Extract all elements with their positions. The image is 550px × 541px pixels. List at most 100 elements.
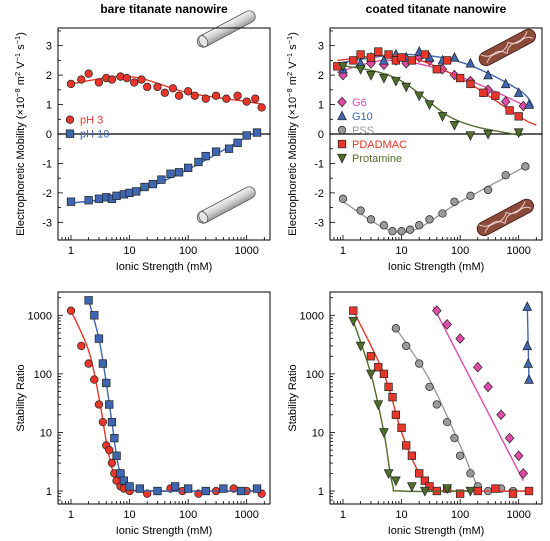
data-point (338, 62, 348, 72)
data-point (148, 179, 158, 189)
data-point (483, 381, 493, 393)
y-axis-label-part: Electrophoretic Mobility (×10 (287, 97, 299, 236)
data-point (183, 87, 193, 96)
y-axis-label-part: m (287, 76, 299, 88)
data-point (84, 296, 93, 305)
y-tick-label: 3 (318, 41, 324, 53)
data-point (504, 432, 515, 444)
data-point (153, 486, 162, 496)
data-point (419, 486, 430, 497)
data-point (257, 103, 266, 112)
plot-frame (57, 291, 271, 505)
data-point (251, 94, 260, 103)
data-point (174, 168, 184, 177)
data-point (374, 47, 383, 56)
data-point (211, 147, 221, 156)
data-point (107, 417, 117, 427)
data-point (84, 196, 93, 205)
y-tick-label: 10 (312, 427, 324, 439)
y-axis-label: Stability Ratio (287, 364, 299, 431)
data-point (211, 91, 221, 100)
data-point (465, 486, 476, 497)
data-point (491, 484, 500, 493)
data-point (466, 191, 475, 200)
y-axis-label-part: ) (15, 32, 27, 36)
data-point (374, 363, 383, 372)
data-point (366, 53, 376, 62)
legend-label: pH 3 (80, 115, 103, 127)
x-tick-label: 10 (123, 245, 135, 257)
data-point (107, 458, 117, 468)
data-point (425, 215, 434, 224)
data-point (391, 476, 401, 487)
x-axis-label: Ionic Strength (mM) (388, 525, 485, 537)
y-axis-label-part: −1 (285, 36, 294, 45)
data-point (455, 333, 465, 344)
y-tick-label: 2 (46, 70, 52, 82)
data-point (455, 489, 465, 498)
data-point (414, 91, 425, 102)
data-point (356, 206, 365, 215)
data-point (242, 97, 251, 106)
x-tick-label: 1000 (506, 509, 530, 521)
data-point (415, 221, 424, 230)
data-point (383, 469, 394, 479)
y-axis-label-part: 2 (285, 72, 294, 76)
y-tick-label: 2 (318, 70, 324, 82)
panel-title: coated titanate nanowire (366, 2, 507, 16)
data-point (201, 486, 210, 496)
data-point (483, 185, 493, 195)
legend-marker (337, 96, 347, 108)
data-point (112, 191, 121, 200)
y-tick-label: 1 (46, 100, 52, 112)
data-point (379, 54, 389, 65)
data-point (455, 73, 465, 83)
data-point (105, 445, 114, 455)
data-point (379, 369, 389, 379)
data-point (449, 121, 460, 131)
data-point (521, 162, 530, 171)
data-point (137, 75, 146, 84)
data-point (466, 79, 475, 89)
legend-label: pH 10 (80, 129, 109, 141)
data-point (384, 50, 393, 59)
data-point (415, 469, 424, 478)
data-point (348, 316, 359, 327)
x-tick-label: 1000 (234, 509, 258, 521)
data-point (397, 227, 406, 236)
data-point (252, 484, 262, 493)
data-point (183, 484, 193, 493)
data-point (397, 53, 406, 62)
data-point (424, 100, 435, 111)
data-point (432, 400, 441, 409)
data-point (94, 78, 104, 87)
data-point (233, 138, 242, 147)
y-tick-label: -1 (42, 158, 52, 170)
data-point (174, 91, 184, 100)
y-tick-label: 0 (318, 129, 324, 141)
data-point (160, 88, 169, 97)
legend-marker (337, 139, 347, 149)
legend-label: PDADMAC (352, 139, 407, 151)
data-point (425, 382, 434, 392)
chart-p4: 1 10 100 1000 1 10 100 1000 Ionic Strength (mM) S… (287, 291, 543, 537)
data-point (252, 128, 262, 137)
data-point (450, 433, 459, 443)
chart-p1: 1 10 100 1000 -3 -2 -1 0 1 2 3 Ionic Strength (mM) E… (13, 2, 271, 273)
data-point (455, 451, 465, 460)
x-axis-label: Ionic Strength (mM) (388, 261, 485, 273)
data-point (102, 378, 111, 388)
data-point (84, 69, 93, 78)
data-point (105, 400, 114, 409)
data-point (524, 373, 534, 384)
data-point (438, 209, 447, 218)
plot-frame (329, 291, 543, 505)
data-point (420, 476, 430, 485)
y-axis-label-part: V (15, 61, 27, 72)
y-axis-label-part: ) (287, 32, 299, 36)
data-point (140, 182, 149, 192)
data-point (466, 469, 475, 478)
data-point (442, 417, 452, 427)
data-point (130, 78, 139, 87)
x-tick-label: 1000 (506, 245, 530, 257)
